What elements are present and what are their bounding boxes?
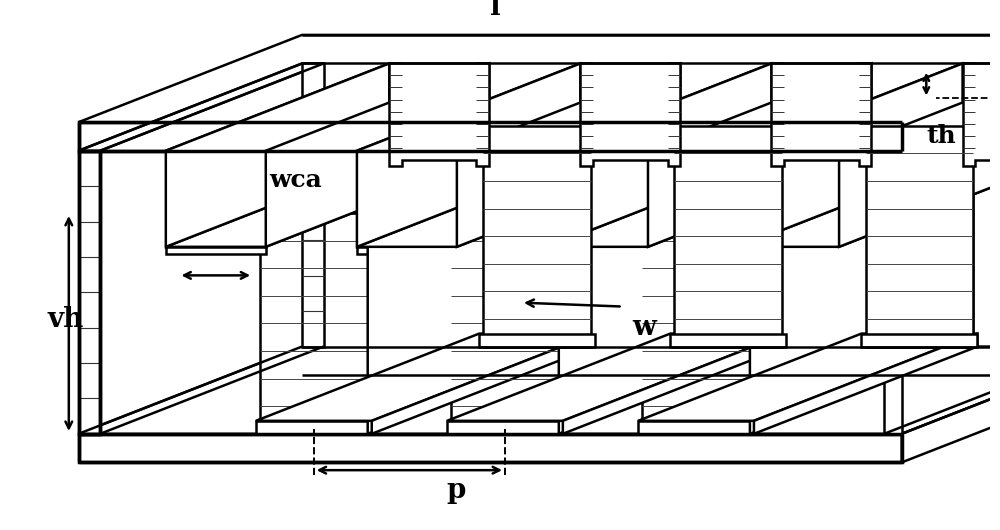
Polygon shape — [260, 126, 591, 213]
Polygon shape — [563, 333, 786, 434]
Polygon shape — [635, 151, 648, 247]
Polygon shape — [253, 64, 489, 151]
Polygon shape — [771, 64, 871, 166]
Polygon shape — [635, 64, 871, 151]
Polygon shape — [638, 421, 754, 434]
Polygon shape — [302, 64, 324, 347]
Polygon shape — [260, 213, 368, 434]
Polygon shape — [253, 151, 266, 247]
Polygon shape — [357, 151, 370, 247]
Polygon shape — [457, 64, 680, 247]
Polygon shape — [884, 151, 902, 434]
Polygon shape — [559, 126, 782, 434]
Polygon shape — [79, 122, 902, 151]
Polygon shape — [648, 64, 871, 247]
Polygon shape — [256, 333, 595, 421]
Polygon shape — [839, 64, 1000, 247]
Polygon shape — [256, 421, 372, 434]
Polygon shape — [79, 151, 100, 434]
Polygon shape — [266, 64, 489, 247]
Polygon shape — [447, 333, 786, 421]
Text: wca: wca — [270, 169, 322, 192]
Polygon shape — [479, 333, 595, 347]
Text: w: w — [632, 314, 656, 341]
Polygon shape — [79, 35, 1000, 122]
Polygon shape — [372, 333, 595, 434]
Polygon shape — [826, 64, 1000, 151]
Polygon shape — [166, 160, 489, 247]
Polygon shape — [580, 64, 680, 166]
Polygon shape — [548, 151, 561, 247]
Polygon shape — [368, 126, 591, 434]
Polygon shape — [548, 247, 648, 253]
Polygon shape — [357, 64, 580, 247]
Polygon shape — [739, 160, 1000, 247]
Polygon shape — [444, 64, 680, 151]
Polygon shape — [166, 151, 179, 247]
Polygon shape — [674, 126, 782, 347]
Polygon shape — [739, 151, 752, 247]
Polygon shape — [902, 347, 1000, 462]
Polygon shape — [483, 126, 591, 347]
Polygon shape — [754, 333, 977, 434]
Polygon shape — [166, 247, 266, 253]
Polygon shape — [642, 213, 750, 434]
Polygon shape — [166, 64, 402, 151]
Polygon shape — [79, 347, 1000, 434]
Polygon shape — [826, 151, 839, 247]
Polygon shape — [166, 64, 389, 247]
Polygon shape — [79, 64, 324, 151]
Polygon shape — [451, 126, 782, 213]
Polygon shape — [642, 126, 973, 213]
Polygon shape — [750, 126, 973, 434]
Text: l: l — [490, 0, 500, 21]
Polygon shape — [739, 247, 839, 253]
Text: th: th — [926, 124, 956, 148]
Polygon shape — [963, 64, 1000, 166]
Polygon shape — [357, 64, 593, 151]
Polygon shape — [739, 64, 963, 247]
Polygon shape — [548, 160, 871, 247]
Polygon shape — [670, 333, 786, 347]
Polygon shape — [451, 213, 559, 434]
Text: p: p — [446, 478, 466, 505]
Polygon shape — [548, 64, 771, 247]
Polygon shape — [548, 64, 784, 151]
Polygon shape — [357, 160, 680, 247]
Polygon shape — [739, 64, 975, 151]
Polygon shape — [389, 64, 489, 166]
Polygon shape — [447, 421, 563, 434]
Polygon shape — [444, 151, 457, 247]
Polygon shape — [79, 434, 902, 462]
Polygon shape — [638, 333, 977, 421]
Polygon shape — [357, 247, 457, 253]
Polygon shape — [861, 333, 977, 347]
Polygon shape — [902, 35, 1000, 151]
Polygon shape — [866, 126, 973, 347]
Text: vh: vh — [47, 306, 84, 333]
